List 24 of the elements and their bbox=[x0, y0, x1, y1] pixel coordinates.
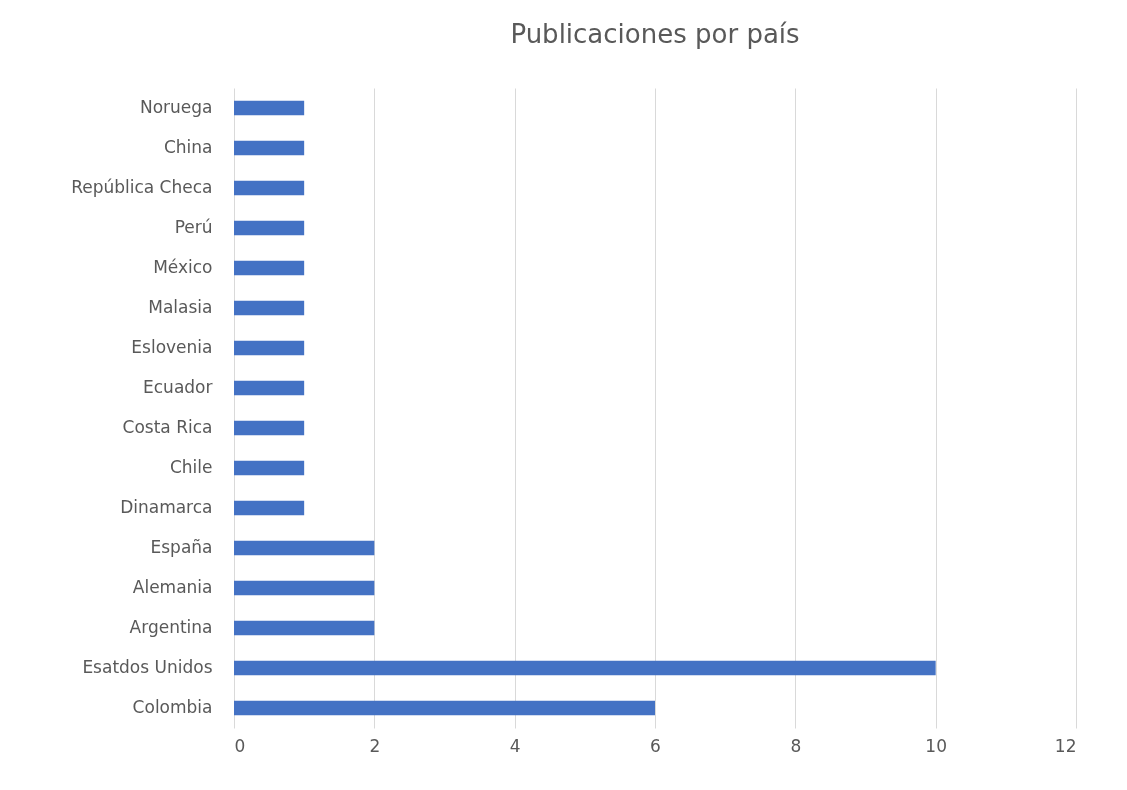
y-tick-label: Noruega bbox=[139, 97, 213, 117]
chart-title: Publicaciones por país bbox=[510, 19, 800, 49]
y-tick-label: China bbox=[163, 137, 213, 157]
y-tick-label: Esatdos Unidos bbox=[82, 657, 213, 677]
y-tick-label: Eslovenia bbox=[131, 337, 213, 357]
y-tick-label: Chile bbox=[169, 457, 213, 477]
y-tick-label: República Checa bbox=[71, 177, 213, 197]
x-tick-label: 2 bbox=[369, 735, 381, 756]
x-tick-label: 12 bbox=[1054, 735, 1077, 756]
y-tick-label: Colombia bbox=[132, 697, 213, 717]
x-tick-label: 8 bbox=[790, 735, 802, 756]
x-tick-label: 0 bbox=[234, 735, 246, 756]
y-tick-label: Malasia bbox=[148, 297, 213, 317]
y-tick-label: Perú bbox=[174, 217, 213, 237]
y-tick-label: México bbox=[153, 257, 213, 277]
y-tick-label: Costa Rica bbox=[122, 417, 213, 437]
x-tick-label: 6 bbox=[650, 735, 661, 756]
y-tick-label: Dinamarca bbox=[120, 497, 213, 517]
y-tick-label: España bbox=[150, 537, 213, 557]
x-tick-label: 4 bbox=[509, 735, 521, 756]
y-tick-label: Ecuador bbox=[143, 377, 213, 397]
x-tick-label: 10 bbox=[925, 735, 947, 756]
y-tick-label: Argentina bbox=[129, 617, 213, 637]
y-tick-label: Alemania bbox=[132, 577, 213, 597]
